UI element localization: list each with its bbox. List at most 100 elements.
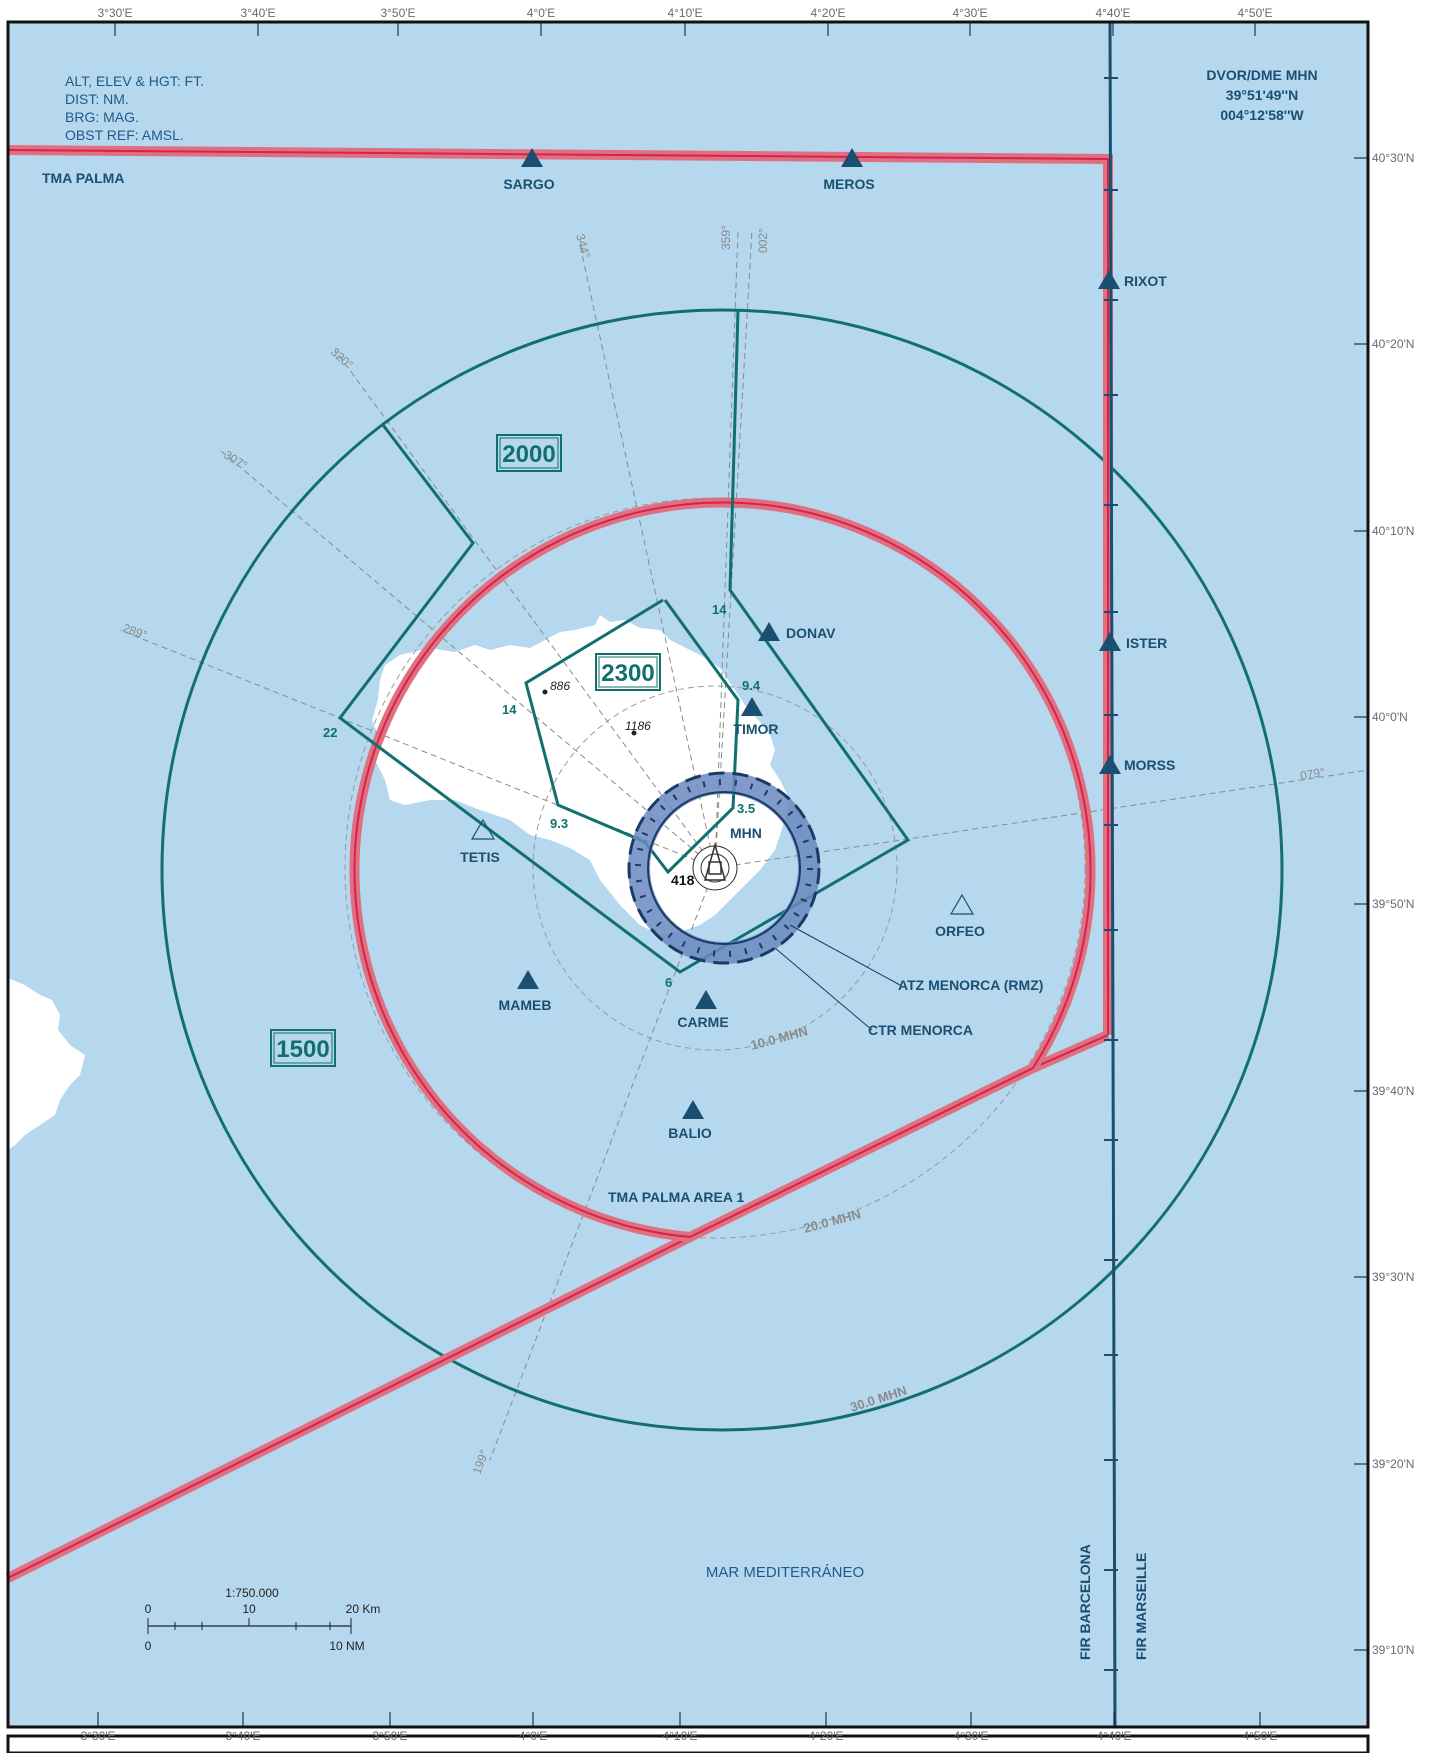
scale-km-20: 20 Km [346,1602,381,1616]
lon-tick: 4°50'E [1242,1729,1277,1743]
vor-compass-icon [692,842,738,891]
wpt-ister-icon [1099,632,1121,651]
wpt-balio: BALIO [668,1125,712,1141]
altitude-boxes: 2000 2300 1500 [270,434,661,1067]
lat-tick: 40°0'N [1372,710,1408,724]
lon-tick: 4°20'E [810,6,845,20]
sector-22: 22 [323,725,337,740]
lon-tick: 4°30'E [953,1729,988,1743]
wpt-tetis: TETIS [460,849,500,865]
scale-nm-0: 0 [145,1639,152,1653]
tma-area1-label: TMA PALMA AREA 1 [608,1189,744,1205]
waypoint-markers [517,148,1121,1119]
lat-ticks: 40°30'N 40°20'N 40°10'N 40°0'N 39°50'N 3… [1372,151,1414,1657]
chart-notes: ALT, ELEV & HGT: FT. DIST: NM. BRG: MAG.… [65,73,204,143]
waypoint-open-markers [470,818,975,915]
lon-tick: 3°30'E [97,6,132,20]
lat-tick: 39°50'N [1372,897,1414,911]
scale-km-10: 10 [242,1602,256,1616]
lon-tick: 4°40'E [1096,1729,1131,1743]
lat-tick: 40°30'N [1372,151,1414,165]
lon-tick: 4°10'E [662,1729,697,1743]
sector-6: 6 [665,975,672,990]
wpt-mameb: MAMEB [499,997,552,1013]
wpt-sargo-icon [521,148,543,167]
lon-ticks-top: 3°30'E 3°40'E 3°50'E 4°0'E 4°10'E 4°20'E… [97,6,1272,20]
lon-tick: 3°50'E [380,6,415,20]
lon-tick: 4°40'E [1095,6,1130,20]
wpt-mameb-icon [517,970,539,989]
alt-2300: 2300 [601,660,654,687]
wpt-timor-icon [741,697,763,716]
fir-marseille-label: FIR MARSEILLE [1133,1553,1149,1660]
wpt-donav: DONAV [786,625,836,641]
sector-3-5: 3.5 [737,801,755,816]
lon-tick: 3°40'E [240,6,275,20]
wpt-ister: ISTER [1126,635,1167,651]
lon-ticks-bottom: 3°30'E 3°40'E 3°50'E 4°0'E 4°10'E 4°20'E… [80,1729,1277,1743]
alt-1500: 1500 [276,1036,329,1063]
note-brg: BRG: MAG. [65,109,139,125]
radials [119,229,1369,1461]
mallorca-coast [8,978,85,1150]
navaid-lon: 004°12'58''W [1220,107,1304,123]
scale-nm-10: 10 NM [329,1639,364,1653]
alt-2000: 2000 [502,441,555,468]
wpt-orfeo: ORFEO [935,923,985,939]
wpt-morss: MORSS [1124,757,1175,773]
wpt-morss-icon [1099,755,1121,774]
lon-tick: 3°30'E [80,1729,115,1743]
scale-bar: 1:750.000 0 10 20 Km 0 10 NM [145,1586,381,1653]
sector-14-west: 14 [502,702,517,717]
lon-tick: 4°10'E [667,6,702,20]
sector-14-north: 14 [712,602,727,617]
wpt-balio-icon [682,1100,704,1119]
lon-tick: 3°50'E [372,1729,407,1743]
lon-tick: 4°0'E [527,6,555,20]
wpt-sargo: SARGO [503,176,554,192]
lon-tick: 3°40'E [225,1729,260,1743]
note-units: ALT, ELEV & HGT: FT. [65,73,204,89]
wpt-meros: MEROS [823,176,874,192]
lat-tick: 39°30'N [1372,1270,1414,1284]
tma-palma-label: TMA PALMA [42,170,124,186]
wpt-meros-icon [841,148,863,167]
ctr-label: CTR MENORCA [868,1022,973,1038]
mhn-label: MHN [730,825,762,841]
lat-tick: 40°10'N [1372,524,1414,538]
scale-ratio: 1:750.000 [225,1586,279,1600]
fir-boundary [1104,21,1118,1728]
brg-002: 002° [756,228,770,253]
aerodrome-elevation: 418 [671,872,695,888]
wpt-orfeo-icon [949,893,975,915]
waypoint-labels: SARGO MEROS RIXOT ISTER MORSS DONAV TIMO… [460,176,1175,1141]
wpt-carme: CARME [677,1014,728,1030]
lon-tick: 4°0'E [519,1729,547,1743]
lat-tick: 39°40'N [1372,1084,1414,1098]
lon-tick: 4°30'E [952,6,987,20]
navaid-info: DVOR/DME MHN 39°51'49''N 004°12'58''W [1206,67,1317,123]
lat-tick: 39°10'N [1372,1643,1414,1657]
ctr-atz [627,771,821,965]
lat-tick: 40°20'N [1372,337,1414,351]
brg-344: 344° [573,232,593,260]
note-obst: OBST REF: AMSL. [65,127,184,143]
lon-tick: 4°20'E [808,1729,843,1743]
sector-numbers: 14 14 22 9.4 9.3 3.5 6 [323,602,761,990]
elev-886: 886 [550,679,570,693]
sea-label: MAR MEDITERRÁNEO [706,1564,864,1581]
lon-tick: 4°50'E [1237,6,1272,20]
atz-label: ATZ MENORCA (RMZ) [898,977,1043,993]
wpt-tetis-icon [470,818,496,840]
note-dist: DIST: NM. [65,91,129,107]
scale-km-0: 0 [145,1602,152,1616]
wpt-rixot-icon [1098,270,1120,289]
ring-30nm [160,308,1284,1432]
chart-frame [6,20,1370,1729]
sector-lines [337,309,911,974]
elev-1186: 1186 [625,719,651,733]
navaid-lat: 39°51'49''N [1226,87,1298,103]
wpt-rixot: RIXOT [1124,273,1167,289]
brg-079: 079° [1299,765,1326,783]
